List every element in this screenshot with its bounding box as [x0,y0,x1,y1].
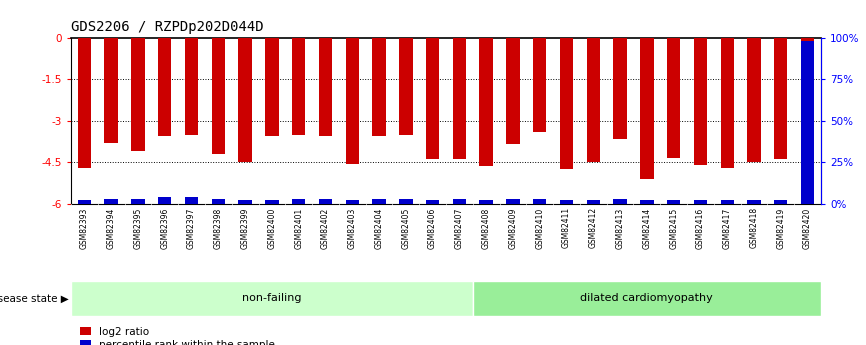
Text: disease state ▶: disease state ▶ [0,294,69,303]
Bar [346,38,359,164]
Bar [694,38,708,165]
Text: GSM82414: GSM82414 [643,207,651,249]
Text: GSM82410: GSM82410 [535,207,544,249]
Bar [265,38,279,136]
Text: GSM82403: GSM82403 [348,207,357,249]
Bar [158,197,171,204]
Bar [533,38,546,132]
Bar [158,38,171,136]
Text: GSM82407: GSM82407 [455,207,464,249]
Bar [372,199,385,204]
Bar [507,38,520,144]
Text: GSM82416: GSM82416 [696,207,705,249]
Bar [184,38,198,135]
Bar [774,38,787,159]
Bar [721,200,734,204]
Text: GSM82399: GSM82399 [241,207,249,249]
Bar [399,199,412,204]
Bar [292,38,306,135]
Text: dilated cardiomyopathy: dilated cardiomyopathy [580,294,714,303]
Text: GSM82402: GSM82402 [321,207,330,249]
Bar [184,197,198,204]
Bar [292,199,306,204]
Text: GSM82405: GSM82405 [401,207,410,249]
Text: GSM82395: GSM82395 [133,207,143,249]
Bar [640,38,654,179]
Text: GSM82404: GSM82404 [374,207,384,249]
Text: GSM82411: GSM82411 [562,207,571,248]
Legend: log2 ratio, percentile rank within the sample: log2 ratio, percentile rank within the s… [76,323,279,345]
Text: GSM82420: GSM82420 [803,207,812,249]
Text: GSM82396: GSM82396 [160,207,169,249]
Bar [265,200,279,204]
Bar [747,200,760,204]
Bar [640,200,654,204]
Bar [613,199,627,204]
Bar [132,38,145,151]
Bar [105,199,118,204]
Bar [372,38,385,136]
Text: GSM82393: GSM82393 [80,207,89,249]
Bar [211,38,225,154]
Bar [473,281,821,316]
Bar [480,200,493,204]
Bar [71,281,473,316]
Bar [801,41,814,204]
Bar [453,38,466,159]
Bar [453,199,466,204]
Bar [801,38,814,85]
Bar [78,200,91,204]
Text: GSM82406: GSM82406 [428,207,437,249]
Bar [507,199,520,204]
Text: GSM82417: GSM82417 [723,207,732,249]
Text: non-failing: non-failing [242,294,301,303]
Bar [480,38,493,166]
Bar [747,38,760,162]
Text: GSM82401: GSM82401 [294,207,303,249]
Bar [319,38,333,136]
Text: GSM82397: GSM82397 [187,207,196,249]
Text: GDS2206 / RZPDp202D044D: GDS2206 / RZPDp202D044D [71,20,263,34]
Text: GSM82419: GSM82419 [776,207,785,249]
Bar [533,199,546,204]
Bar [211,199,225,204]
Bar [238,200,252,204]
Bar [132,199,145,204]
Text: GSM82398: GSM82398 [214,207,223,249]
Bar [559,38,573,169]
Bar [399,38,412,135]
Text: GSM82412: GSM82412 [589,207,598,248]
Bar [346,200,359,204]
Bar [613,38,627,139]
Bar [426,200,439,204]
Bar [559,200,573,204]
Bar [78,38,91,168]
Bar [586,38,600,162]
Bar [774,200,787,204]
Bar [721,38,734,168]
Text: GSM82408: GSM82408 [481,207,491,249]
Bar [667,200,681,204]
Bar [238,38,252,162]
Bar [319,199,333,204]
Text: GSM82418: GSM82418 [749,207,759,248]
Bar [586,200,600,204]
Bar [426,38,439,159]
Text: GSM82394: GSM82394 [107,207,116,249]
Bar [105,38,118,143]
Text: GSM82409: GSM82409 [508,207,518,249]
Text: GSM82415: GSM82415 [669,207,678,249]
Bar [667,38,681,158]
Text: GSM82413: GSM82413 [616,207,624,249]
Text: GSM82400: GSM82400 [268,207,276,249]
Bar [694,200,708,204]
